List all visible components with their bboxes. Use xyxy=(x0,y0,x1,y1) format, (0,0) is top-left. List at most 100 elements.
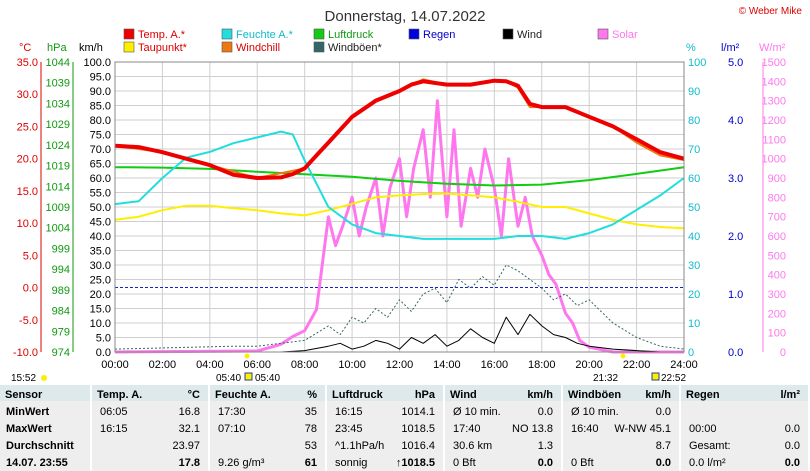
press-tick-label: 1004 xyxy=(46,223,70,235)
wind-tick-label: 85.0 xyxy=(90,101,111,113)
table-cell-label: 16:15 xyxy=(335,406,363,418)
wind-tick-label: 60.0 xyxy=(90,173,111,185)
solar-tick-label: 900 xyxy=(768,173,786,185)
rain-unit-label: l/m² xyxy=(721,42,740,54)
series-line-solar xyxy=(114,99,684,354)
hum-tick-label: 30 xyxy=(688,260,700,272)
time-tick-label: 24:00 xyxy=(670,359,698,371)
wind-tick-label: 80.0 xyxy=(90,115,111,127)
temp-tick-label: -10.0 xyxy=(13,347,38,359)
table-cell-value: 16.8 xyxy=(178,406,200,418)
hum-tick-label: 90 xyxy=(688,86,700,98)
legend-swatch xyxy=(123,41,135,53)
table-cell-label: 23:45 xyxy=(335,423,363,435)
table-header-cell xyxy=(445,385,561,401)
sun-times: 15:52 05:40 05:40 21:32 22:52 xyxy=(11,353,686,384)
wind-tick-label: 30.0 xyxy=(90,260,111,272)
press-tick-label: 1024 xyxy=(46,140,70,152)
sunset-icon xyxy=(651,372,660,381)
legend-swatch xyxy=(123,28,135,40)
press-tick-label: 974 xyxy=(52,347,70,359)
table-cell-label: 0 Bft xyxy=(571,457,594,469)
chart-title: Donnerstag, 14.07.2022 xyxy=(325,8,486,25)
legend-label: Wind xyxy=(517,29,542,41)
solar-tick-label: 0 xyxy=(780,347,786,359)
table-column-bg xyxy=(681,401,808,471)
wind-tick-label: 0.0 xyxy=(96,347,111,359)
table-cell-label: 07:10 xyxy=(218,423,246,435)
moon-icon xyxy=(41,375,47,381)
table-cell-value: 53 xyxy=(304,440,317,452)
table-cell-value: 0.0 xyxy=(784,423,800,435)
wind-tick-label: 10.0 xyxy=(90,318,111,330)
sunrise-marker xyxy=(244,353,250,359)
wind-tick-label: 45.0 xyxy=(90,217,111,229)
table-cell-label: 30.6 km xyxy=(453,440,493,452)
time-tick-label: 10:00 xyxy=(338,359,366,371)
temp-tick-label: 5.0 xyxy=(23,250,38,262)
table-cell-value: 0.0 xyxy=(537,457,553,469)
table-cell-label: 16:15 xyxy=(100,423,128,435)
press-tick-label: 1034 xyxy=(46,98,70,110)
temp-tick-label: -5.0 xyxy=(19,315,38,327)
table-header-cell xyxy=(681,385,808,401)
legend-swatch xyxy=(313,41,325,53)
press-tick-label: 1039 xyxy=(46,78,70,90)
solar-tick-label: 700 xyxy=(768,212,786,224)
weather-chart: Donnerstag, 14.07.2022 © Weber Mike Temp… xyxy=(11,6,803,384)
table-cell-value: W-NW 45.1 xyxy=(614,423,671,435)
wind-tick-label: 75.0 xyxy=(90,130,111,142)
wind-tick-label: 50.0 xyxy=(90,202,111,214)
sunrise-time: 05:40 xyxy=(216,373,241,384)
table-cell-value: 1014.1 xyxy=(401,406,435,418)
table-header-cell xyxy=(0,385,90,401)
hum-tick-label: 100 xyxy=(688,57,706,69)
press-tick-label: 1019 xyxy=(46,161,70,173)
table-cell-label: Gesamt: xyxy=(689,440,731,452)
table-row-label: 14.07. 23:55 xyxy=(6,457,68,469)
wind-tick-label: 15.0 xyxy=(90,304,111,316)
table-header-unit: hPa xyxy=(414,389,435,401)
series-line-temp-a- xyxy=(114,78,685,180)
rain-tick-label: 4.0 xyxy=(728,115,743,127)
time-tick-label: 08:00 xyxy=(291,359,319,371)
table-cell-value: 0.0 xyxy=(655,406,671,418)
wind-tick-label: 40.0 xyxy=(90,231,111,243)
table-cell-label: 00:00 xyxy=(689,423,717,435)
table-column-bg xyxy=(563,401,679,471)
solar-tick-label: 1300 xyxy=(762,96,786,108)
table-cell-label: 0 Bft xyxy=(453,457,476,469)
press-tick-label: 1044 xyxy=(46,57,70,69)
table-cell-label: 9.26 g/m³ xyxy=(218,457,265,469)
temp-unit-label: °C xyxy=(19,42,31,54)
time-tick-label: 18:00 xyxy=(528,359,556,371)
temp-tick-label: 30.0 xyxy=(17,89,38,101)
temp-tick-label: 0.0 xyxy=(23,283,38,295)
solar-tick-label: 100 xyxy=(768,328,786,340)
hum-tick-label: 0 xyxy=(688,347,694,359)
credit-text: © Weber Mike xyxy=(739,6,803,17)
press-tick-label: 979 xyxy=(52,326,70,338)
legend: Temp. A.* Feuchte A.* Luftdruck Regen Wind So… xyxy=(123,28,638,54)
rain-tick-label: 0.0 xyxy=(728,347,743,359)
table-header-unit: % xyxy=(307,389,317,401)
solar-tick-label: 1000 xyxy=(762,154,786,166)
press-tick-label: 1009 xyxy=(46,202,70,214)
sunset-marker xyxy=(620,353,626,359)
hum-tick-label: 50 xyxy=(688,202,700,214)
temp-tick-label: 10.0 xyxy=(17,218,38,230)
time-tick-label: 06:00 xyxy=(243,359,271,371)
hum-tick-label: 80 xyxy=(688,115,700,127)
legend-label: Windböen* xyxy=(328,42,383,54)
table-cell-label: sonnig xyxy=(335,457,368,469)
wind-tick-label: 55.0 xyxy=(90,188,111,200)
table-row-label: MaxWert xyxy=(6,423,52,435)
data-series xyxy=(114,78,685,354)
table-column-bg xyxy=(0,401,90,471)
solar-tick-label: 1200 xyxy=(762,115,786,127)
time-tick-label: 02:00 xyxy=(149,359,177,371)
table-cell-value: 35 xyxy=(304,406,317,418)
hum-tick-label: 10 xyxy=(688,318,700,330)
table-cell-value: 32.1 xyxy=(178,423,200,435)
table-row-label: Durchschnitt xyxy=(6,440,74,452)
